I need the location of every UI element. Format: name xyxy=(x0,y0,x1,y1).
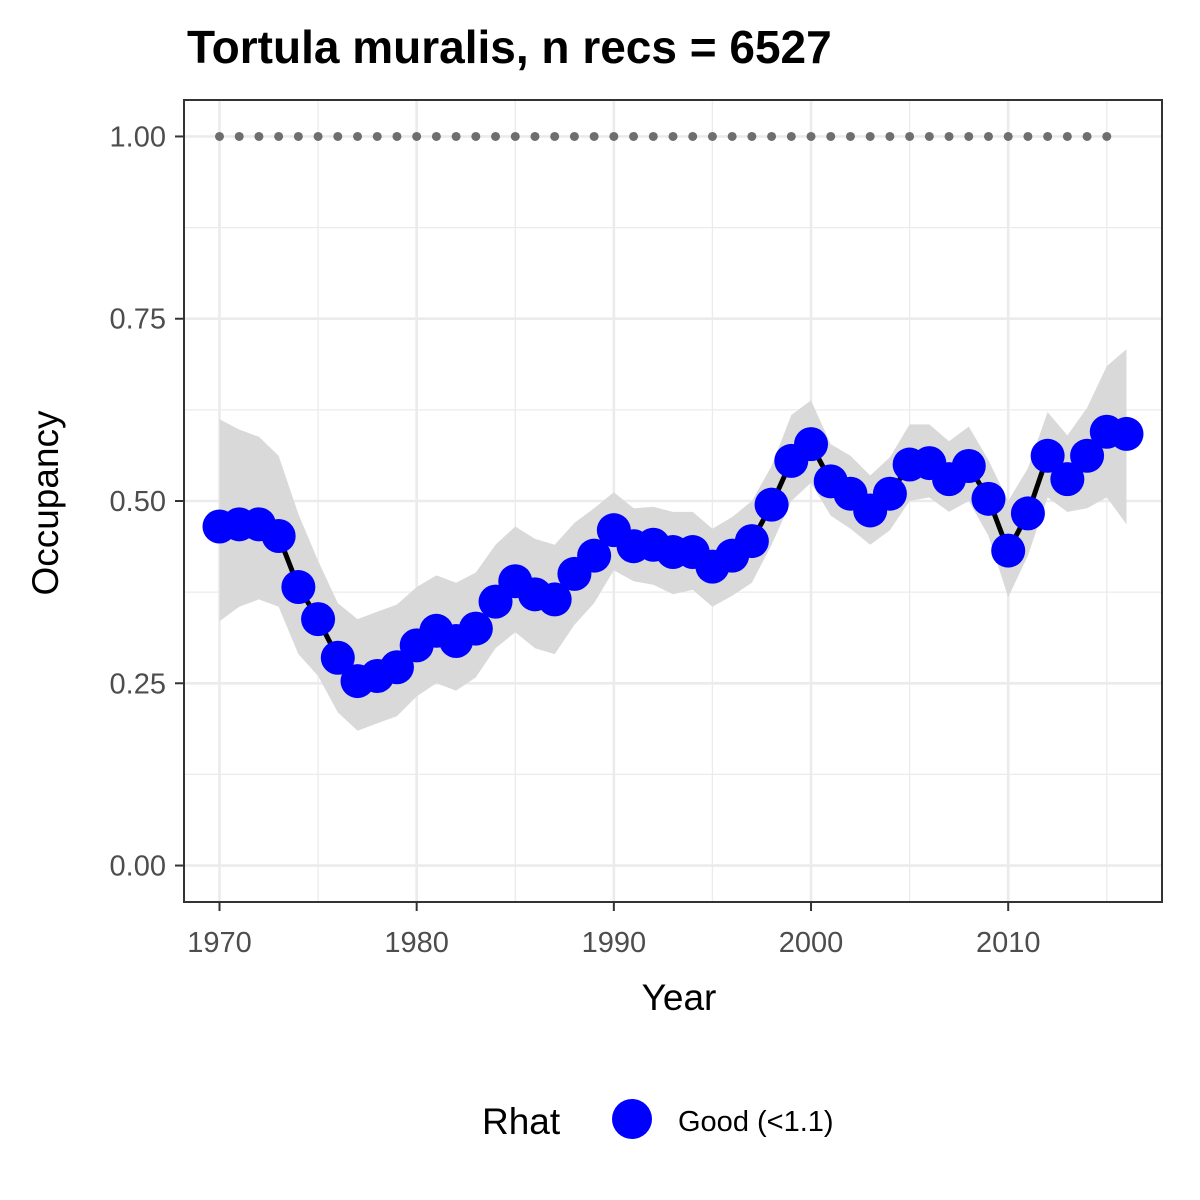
reference-dot xyxy=(629,131,639,141)
data-point xyxy=(577,538,612,573)
data-point xyxy=(794,427,829,462)
reference-dot xyxy=(214,131,224,141)
data-point xyxy=(1010,496,1045,531)
reference-dot xyxy=(550,131,560,141)
y-tick-label: 0.50 xyxy=(110,486,166,518)
reference-dot xyxy=(353,131,363,141)
reference-dot xyxy=(274,131,284,141)
data-points-layer xyxy=(202,414,1144,699)
data-point xyxy=(1030,438,1065,473)
data-point xyxy=(872,476,907,511)
reference-dot xyxy=(964,131,974,141)
reference-dot xyxy=(885,131,895,141)
data-point xyxy=(1109,416,1144,451)
reference-dot xyxy=(1043,131,1053,141)
y-tick-label: 0.25 xyxy=(110,668,166,700)
y-axis-title: Occupancy xyxy=(25,410,66,596)
y-tick-label: 0.00 xyxy=(110,851,166,883)
reference-dot xyxy=(1082,131,1092,141)
data-point xyxy=(1070,438,1105,473)
reference-dots-layer xyxy=(214,131,1112,141)
x-tick-label: 1980 xyxy=(384,927,449,959)
reference-dot xyxy=(727,131,737,141)
x-tick-label: 1970 xyxy=(187,927,252,959)
reference-dot xyxy=(707,131,717,141)
x-axis-title: Year xyxy=(642,977,717,1018)
reference-dot xyxy=(234,131,244,141)
data-point xyxy=(281,570,316,605)
reference-dot xyxy=(451,131,461,141)
reference-dot xyxy=(412,131,422,141)
reference-dot xyxy=(865,131,875,141)
reference-dot xyxy=(333,131,343,141)
reference-dot xyxy=(392,131,402,141)
reference-dot xyxy=(1102,131,1112,141)
y-tick-label: 0.75 xyxy=(110,304,166,336)
reference-dot xyxy=(510,131,520,141)
reference-dot xyxy=(767,131,777,141)
reference-dot xyxy=(668,131,678,141)
reference-dot xyxy=(1023,131,1033,141)
reference-dot xyxy=(431,131,441,141)
data-point xyxy=(1050,462,1085,497)
y-axis-ticks: 0.00 0.25 0.50 0.75 1.00 xyxy=(110,121,184,883)
x-tick-label: 2010 xyxy=(976,927,1041,959)
chart-title: Tortula muralis, n recs = 6527 xyxy=(187,21,832,73)
reference-dot xyxy=(786,131,796,141)
legend-title: Rhat xyxy=(482,1101,561,1142)
data-point xyxy=(951,449,986,484)
reference-dot xyxy=(1003,131,1013,141)
reference-dot xyxy=(924,131,934,141)
reference-dot xyxy=(688,131,698,141)
legend: Rhat Good (<1.1) xyxy=(482,1099,834,1142)
reference-dot xyxy=(747,131,757,141)
reference-dot xyxy=(983,131,993,141)
reference-dot xyxy=(589,131,599,141)
x-tick-label: 1990 xyxy=(582,927,647,959)
reference-dot xyxy=(254,131,264,141)
data-point xyxy=(379,650,414,685)
reference-dot xyxy=(569,131,579,141)
data-point xyxy=(991,533,1026,568)
reference-dot xyxy=(905,131,915,141)
data-point xyxy=(971,481,1006,516)
reference-dot xyxy=(530,131,540,141)
x-axis-ticks: 1970 1980 1990 2000 2010 xyxy=(187,902,1040,959)
reference-dot xyxy=(313,131,323,141)
reference-dot xyxy=(293,131,303,141)
reference-dot xyxy=(826,131,836,141)
data-point xyxy=(537,582,572,617)
reference-dot xyxy=(845,131,855,141)
data-point xyxy=(458,611,493,646)
legend-key-good xyxy=(612,1099,652,1139)
reference-dot xyxy=(609,131,619,141)
y-tick-label: 1.00 xyxy=(110,121,166,153)
reference-dot xyxy=(372,131,382,141)
data-point xyxy=(261,518,296,553)
x-tick-label: 2000 xyxy=(779,927,844,959)
data-point xyxy=(734,524,769,559)
reference-dot xyxy=(648,131,658,141)
data-point xyxy=(301,602,336,637)
reference-dot xyxy=(806,131,816,141)
reference-dot xyxy=(491,131,501,141)
reference-dot xyxy=(471,131,481,141)
reference-dot xyxy=(944,131,954,141)
data-point xyxy=(320,640,355,675)
reference-dot xyxy=(1062,131,1072,141)
legend-label-good: Good (<1.1) xyxy=(678,1106,834,1138)
data-point xyxy=(754,487,789,522)
